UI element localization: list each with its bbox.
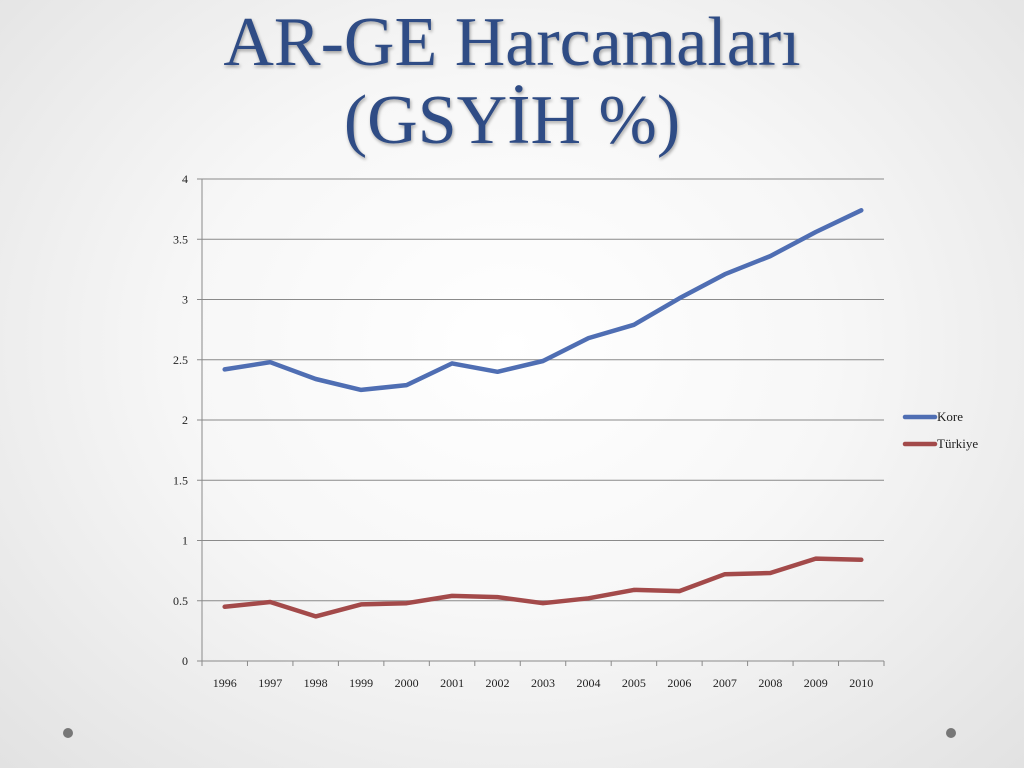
y-tick-label: 1.5 <box>173 473 188 487</box>
x-tick-label: 2009 <box>804 676 828 690</box>
slide-title-line1: AR-GE Harcamaları <box>223 4 801 81</box>
x-tick-label: 1999 <box>349 676 373 690</box>
legend-label: Kore <box>937 409 963 424</box>
y-tick-label: 1 <box>182 534 188 548</box>
x-axis-ticks: 1996 1997 1998 1999 2000 2001 2002 2003 2004 2005… <box>213 676 874 690</box>
series-lines <box>222 208 864 619</box>
x-tick-label: 2006 <box>667 676 691 690</box>
series-line-kore <box>222 208 864 393</box>
y-tick-label: 3.5 <box>173 232 188 246</box>
y-axis-ticks: 0 0.5 1 1.5 2 2.5 3 3.5 4 <box>173 172 188 668</box>
series-line-turkiye <box>222 556 864 619</box>
x-tick-label: 2005 <box>622 676 646 690</box>
x-tick-label: 2003 <box>531 676 555 690</box>
y-tick-label: 3 <box>182 293 188 307</box>
x-tick-label: 1997 <box>258 676 282 690</box>
x-tick-label: 2010 <box>849 676 873 690</box>
y-tick-label: 2.5 <box>173 353 188 367</box>
gridlines <box>202 178 884 602</box>
x-tick-label: 2008 <box>758 676 782 690</box>
x-tick-label: 2002 <box>486 676 510 690</box>
y-tick-label: 0 <box>182 654 188 668</box>
legend: Kore Türkiye <box>902 409 978 451</box>
slide-nav-dot-right <box>946 728 956 738</box>
y-tick-label: 0.5 <box>173 594 188 608</box>
x-tick-label: 2007 <box>713 676 737 690</box>
y-tick-label: 2 <box>182 413 188 427</box>
x-tick-label: 2000 <box>395 676 419 690</box>
x-tick-label: 1996 <box>213 676 237 690</box>
slide-title: AR-GE Harcamaları (GSYİH %) <box>0 4 1024 160</box>
slide-title-line2: (GSYİH %) <box>343 82 681 159</box>
legend-label: Türkiye <box>937 436 978 451</box>
x-tick-label: 2004 <box>576 676 600 690</box>
axes <box>197 178 885 666</box>
y-tick-label: 4 <box>182 172 188 186</box>
x-tick-label: 1998 <box>304 676 328 690</box>
x-tick-label: 2001 <box>440 676 464 690</box>
slide-nav-dot-left <box>63 728 73 738</box>
